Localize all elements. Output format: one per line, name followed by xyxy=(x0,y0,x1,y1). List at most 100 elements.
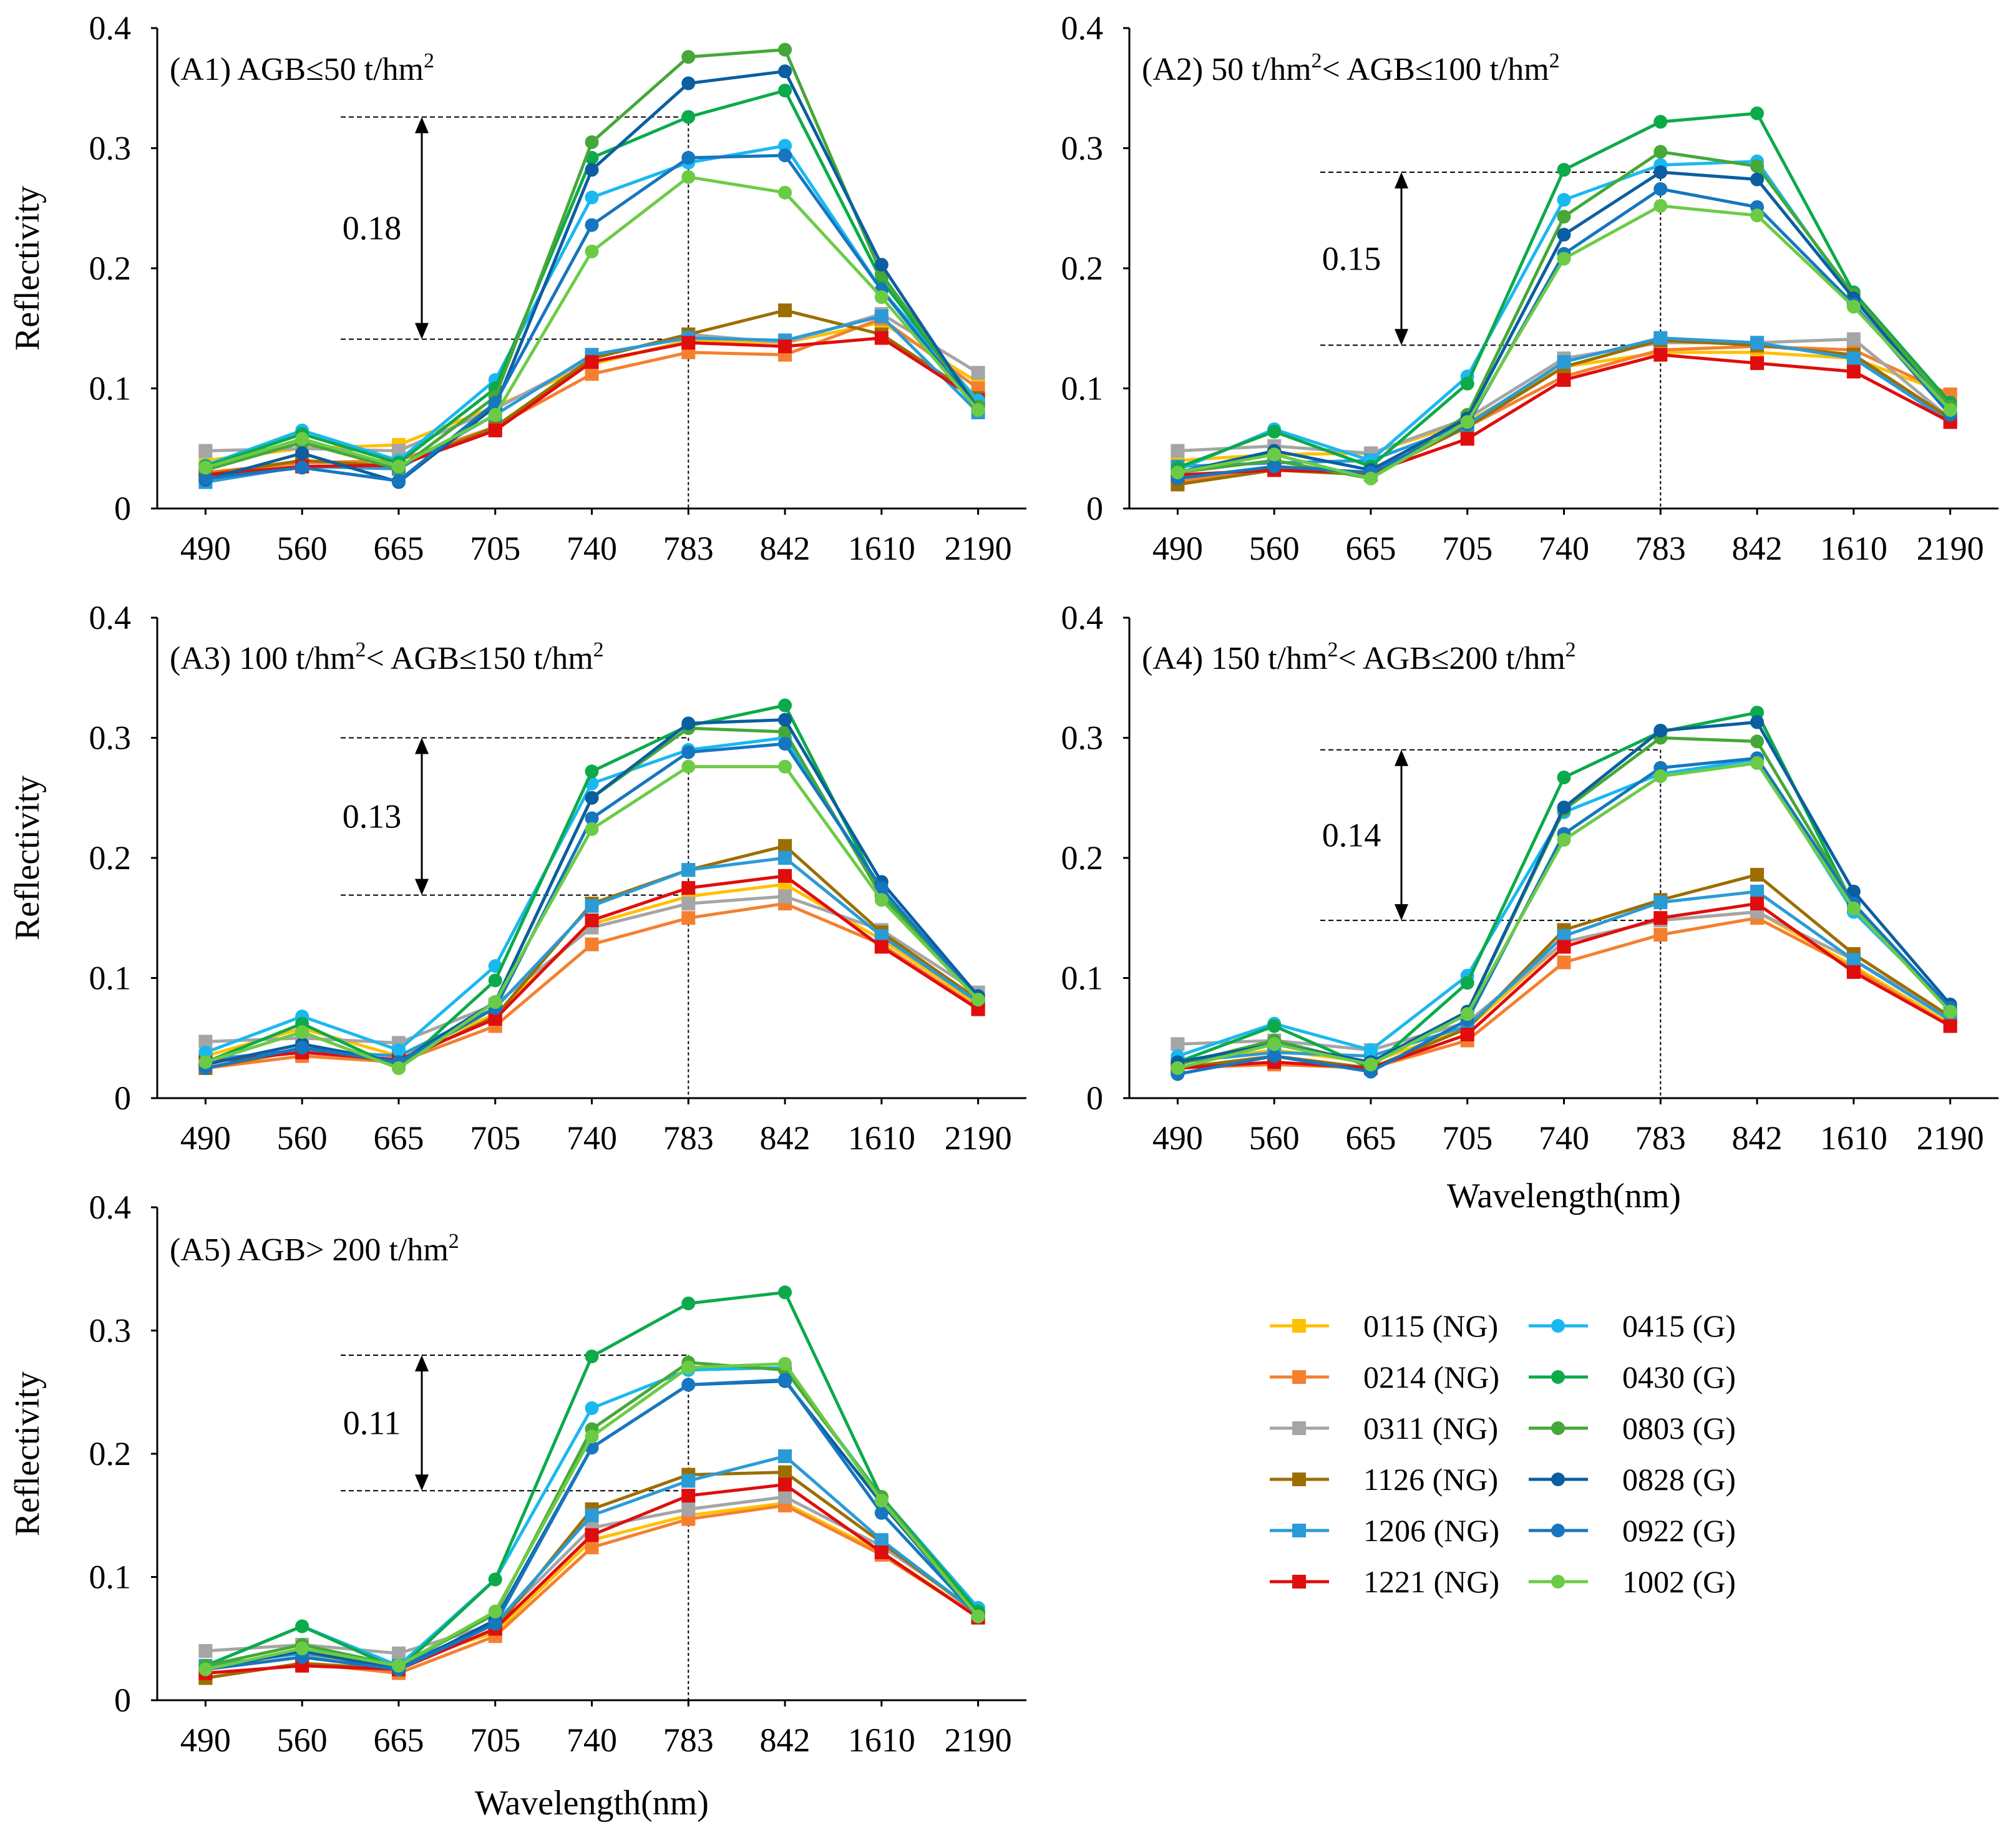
series-line xyxy=(1177,160,1952,472)
data-point xyxy=(778,1285,792,1300)
data-point xyxy=(585,1401,599,1415)
data-point xyxy=(874,290,889,304)
data-point xyxy=(1171,465,1185,480)
x-tick-label: 1610 xyxy=(848,1119,915,1157)
x-tick-label: 490 xyxy=(1152,1119,1203,1157)
legend-label: 0803 (G) xyxy=(1622,1411,1736,1446)
data-point xyxy=(874,881,889,895)
series-1002-g xyxy=(198,1356,985,1677)
data-point xyxy=(1460,415,1474,429)
arrow-head-up xyxy=(415,117,429,134)
data-point xyxy=(1653,769,1668,784)
data-point xyxy=(1363,471,1378,485)
series-1002-g xyxy=(198,170,985,475)
series-0803-g xyxy=(198,42,985,477)
x-tick-label: 665 xyxy=(373,1721,424,1759)
data-point xyxy=(1653,895,1668,910)
data-point xyxy=(681,50,696,64)
data-point xyxy=(1653,331,1668,345)
arrow-head-up xyxy=(415,737,429,754)
data-point xyxy=(295,1025,309,1039)
legend-item: 0803 (G) xyxy=(1529,1411,1736,1446)
x-tick-label: 705 xyxy=(1442,530,1493,567)
data-point xyxy=(1460,1007,1474,1021)
data-point xyxy=(681,759,696,774)
arrow-head-down xyxy=(415,323,429,339)
data-point xyxy=(585,1349,599,1363)
legend-item: 0828 (G) xyxy=(1529,1462,1736,1497)
y-tick-label: 0.4 xyxy=(89,9,132,47)
data-point xyxy=(1943,1019,1957,1033)
x-tick-label: 783 xyxy=(663,1721,714,1759)
x-tick-label: 1610 xyxy=(848,1721,915,1759)
data-point xyxy=(1750,172,1765,187)
data-point xyxy=(1750,208,1765,223)
difference-label: 0.13 xyxy=(343,798,402,835)
legend-label: 0828 (G) xyxy=(1622,1462,1736,1497)
x-tick-label: 560 xyxy=(277,530,328,567)
x-tick-label: 783 xyxy=(1635,530,1686,567)
data-point xyxy=(1557,163,1571,177)
data-point xyxy=(1653,165,1668,179)
data-point xyxy=(681,745,696,759)
series-line xyxy=(1177,873,1951,1070)
series-line xyxy=(205,704,980,1070)
data-point xyxy=(874,1533,889,1547)
data-point xyxy=(1943,1005,1957,1019)
data-point xyxy=(198,444,213,458)
x-tick-label: 842 xyxy=(760,1119,811,1157)
x-tick-label: 705 xyxy=(470,1721,520,1759)
x-tick-label: 705 xyxy=(470,1119,520,1157)
data-point xyxy=(1557,940,1571,954)
data-point xyxy=(585,811,599,825)
data-point xyxy=(585,899,599,913)
x-tick-label: 740 xyxy=(1539,530,1589,567)
y-tick-label: 0.4 xyxy=(89,1189,132,1226)
data-point xyxy=(488,423,502,437)
data-point xyxy=(488,973,502,988)
panel-title: (A1) AGB≤50 t/hm2 xyxy=(170,49,434,87)
data-point xyxy=(1557,929,1571,943)
data-point xyxy=(585,245,599,259)
y-tick-label: 0 xyxy=(114,1079,131,1117)
data-point xyxy=(681,911,696,925)
legend-item: 0430 (G) xyxy=(1529,1360,1736,1394)
data-point xyxy=(295,446,309,460)
series-0828-g xyxy=(1171,715,1957,1069)
legend-item: 0214 (NG) xyxy=(1270,1360,1499,1394)
data-point xyxy=(778,851,792,865)
data-point xyxy=(1750,897,1765,911)
legend-swatch-marker xyxy=(1292,1472,1306,1486)
x-tick-label: 665 xyxy=(373,530,424,567)
y-tick-label: 0.2 xyxy=(89,250,132,287)
x-tick-label: 842 xyxy=(760,1721,811,1759)
legend-item: 0311 (NG) xyxy=(1270,1411,1498,1446)
x-tick-label: 2190 xyxy=(945,530,1012,567)
x-tick-label: 665 xyxy=(373,1119,424,1157)
y-tick-label: 0 xyxy=(114,1682,131,1719)
data-point xyxy=(1750,706,1765,720)
legend-item: 1221 (NG) xyxy=(1270,1564,1499,1599)
x-tick-label: 1610 xyxy=(848,530,915,567)
difference-label: 0.15 xyxy=(1322,240,1381,278)
data-point xyxy=(1846,965,1861,979)
data-point xyxy=(585,1508,599,1522)
data-point xyxy=(391,1043,406,1057)
data-point xyxy=(778,1449,792,1463)
data-point xyxy=(1846,953,1861,967)
data-point xyxy=(198,1055,213,1069)
data-point xyxy=(681,1360,696,1375)
data-point xyxy=(1750,336,1765,350)
x-tick-label: 2190 xyxy=(1917,530,1984,567)
chart-panel-4: 0 0.1 0.2 0.3 0.4 490 560 665 705 740 783 842 1610 21… xyxy=(1061,599,1999,1215)
chart-panel-5: 0 0.1 0.2 0.3 0.4 490 560 665 705 740 783 842 1610 21… xyxy=(8,1189,1026,1823)
data-point xyxy=(681,170,696,184)
legend-swatch-marker xyxy=(1551,1575,1565,1589)
data-point xyxy=(1653,348,1668,362)
data-point xyxy=(874,258,889,272)
data-point xyxy=(1267,424,1282,439)
data-point xyxy=(585,218,599,232)
y-tick-label: 0 xyxy=(1086,1079,1103,1117)
data-point xyxy=(778,713,792,727)
